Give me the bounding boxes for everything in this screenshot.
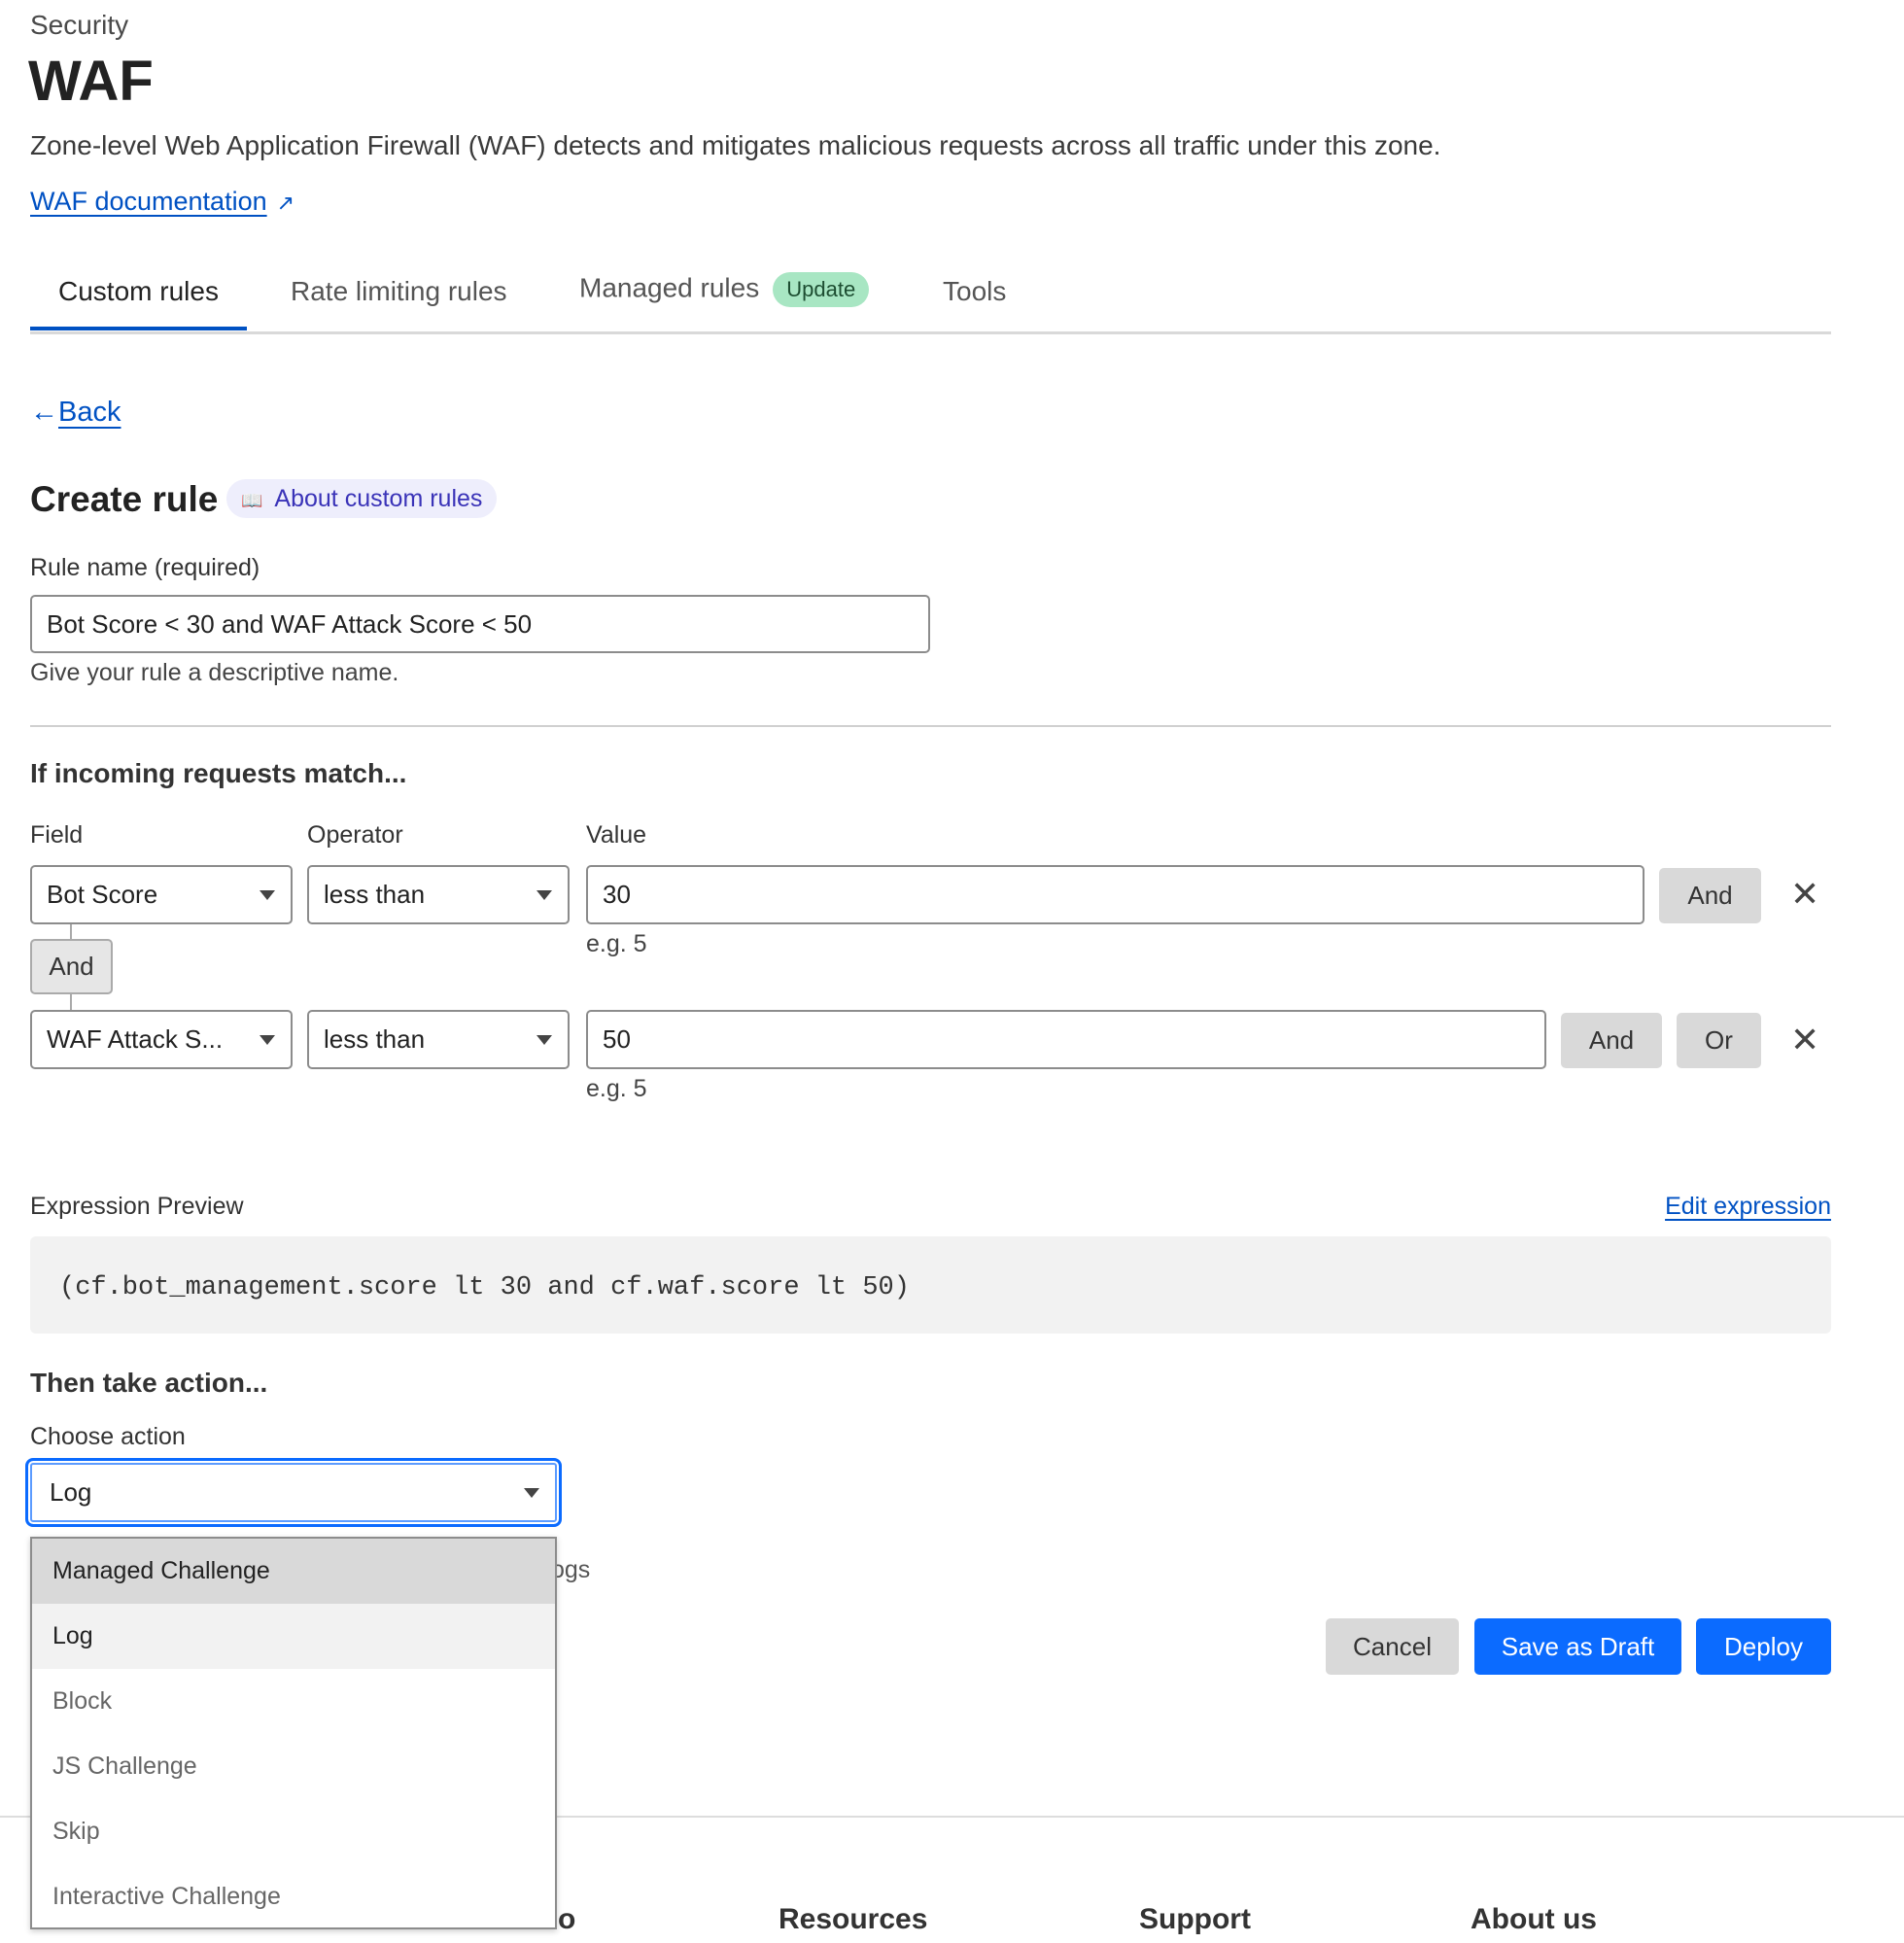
- field-select[interactable]: Bot Score: [30, 865, 293, 924]
- value-input[interactable]: 50: [586, 1010, 1546, 1069]
- field-value: Bot Score: [47, 880, 158, 909]
- tab-custom-rules[interactable]: Custom rules: [30, 276, 247, 330]
- option-interactive-challenge[interactable]: Interactive Challenge: [52, 1883, 281, 1910]
- action-value: Log: [50, 1477, 92, 1507]
- option-managed-challenge[interactable]: Managed Challenge: [32, 1539, 555, 1604]
- hidden-help-text: ogs: [551, 1556, 591, 1583]
- operator-select[interactable]: less than: [307, 865, 570, 924]
- back-link[interactable]: ←Back: [30, 397, 121, 429]
- and-button[interactable]: And: [1561, 1013, 1662, 1068]
- footer-about-us[interactable]: About us: [1471, 1903, 1597, 1935]
- operator-value: less than: [324, 1024, 426, 1054]
- about-custom-rules-link[interactable]: 📖 About custom rules: [226, 479, 498, 518]
- expression-preview: (cf.bot_management.score lt 30 and cf.wa…: [30, 1236, 1831, 1334]
- close-icon[interactable]: ✕: [1790, 874, 1820, 914]
- rule-name-input[interactable]: Bot Score < 30 and WAF Attack Score < 50: [30, 595, 930, 653]
- expression-label: Expression Preview: [30, 1193, 244, 1220]
- rule-name-value: Bot Score < 30 and WAF Attack Score < 50: [47, 608, 533, 639]
- save-as-draft-button[interactable]: Save as Draft: [1474, 1618, 1681, 1675]
- tab-tools[interactable]: Tools: [943, 276, 1007, 306]
- option-block[interactable]: Block: [52, 1687, 113, 1715]
- chevron-down-icon: [537, 889, 552, 900]
- action-select[interactable]: Log: [25, 1458, 562, 1527]
- about-label: About custom rules: [274, 485, 483, 512]
- option-js-challenge[interactable]: JS Challenge: [52, 1752, 197, 1780]
- waf-documentation-link[interactable]: WAF documentation ↗: [30, 187, 294, 217]
- deploy-button[interactable]: Deploy: [1696, 1618, 1831, 1675]
- tab-managed-rules[interactable]: Managed rules Update: [579, 272, 870, 307]
- footer-partial-heading: o: [558, 1903, 576, 1935]
- chevron-down-icon: [260, 889, 275, 900]
- and-button[interactable]: And: [1659, 868, 1761, 923]
- back-label: Back: [58, 397, 121, 428]
- and-connector-button[interactable]: And: [30, 939, 113, 994]
- footer-support[interactable]: Support: [1139, 1903, 1251, 1935]
- choose-action-label: Choose action: [30, 1423, 186, 1450]
- external-link-icon: ↗: [276, 191, 295, 215]
- match-heading: If incoming requests match...: [30, 758, 407, 788]
- value-hint: e.g. 5: [586, 930, 647, 957]
- update-badge: Update: [773, 272, 870, 307]
- chevron-down-icon: [524, 1487, 539, 1498]
- chevron-down-icon: [537, 1034, 552, 1045]
- section-title: Create rule: [30, 479, 219, 519]
- or-button[interactable]: Or: [1677, 1013, 1761, 1068]
- doc-link-label: WAF documentation: [30, 187, 267, 216]
- close-icon[interactable]: ✕: [1790, 1020, 1820, 1059]
- value-input[interactable]: 30: [586, 865, 1644, 924]
- field-label: Field: [30, 821, 84, 849]
- operator-select[interactable]: less than: [307, 1010, 570, 1069]
- cancel-button[interactable]: Cancel: [1326, 1618, 1459, 1675]
- rule-name-label: Rule name (required): [30, 554, 260, 581]
- tab-bar: Custom rules Rate limiting rules Managed…: [30, 262, 1831, 334]
- footer-resources[interactable]: Resources: [779, 1903, 928, 1935]
- divider: [30, 725, 1831, 727]
- field-value: WAF Attack S...: [47, 1024, 224, 1054]
- book-icon: 📖: [241, 491, 263, 510]
- page-title: WAF: [28, 50, 154, 113]
- page-description: Zone-level Web Application Firewall (WAF…: [30, 130, 1441, 160]
- option-skip[interactable]: Skip: [52, 1818, 100, 1845]
- value-text: 50: [603, 1024, 631, 1054]
- tab-label: Managed rules: [579, 272, 760, 303]
- value-label: Value: [586, 821, 647, 849]
- option-log[interactable]: Log: [32, 1604, 555, 1669]
- value-hint: e.g. 5: [586, 1075, 647, 1102]
- rule-name-help: Give your rule a descriptive name.: [30, 659, 399, 686]
- operator-label: Operator: [307, 821, 403, 849]
- action-heading: Then take action...: [30, 1368, 268, 1398]
- value-text: 30: [603, 880, 631, 909]
- action-dropdown-menu: Managed Challenge Log Block JS Challenge…: [30, 1537, 557, 1929]
- field-select[interactable]: WAF Attack S...: [30, 1010, 293, 1069]
- tab-rate-limiting-rules[interactable]: Rate limiting rules: [291, 276, 507, 306]
- edit-expression-link[interactable]: Edit expression: [1665, 1193, 1831, 1220]
- arrow-left-icon: ←: [30, 397, 58, 428]
- operator-value: less than: [324, 880, 426, 909]
- chevron-down-icon: [260, 1034, 275, 1045]
- breadcrumb: Security: [30, 10, 129, 40]
